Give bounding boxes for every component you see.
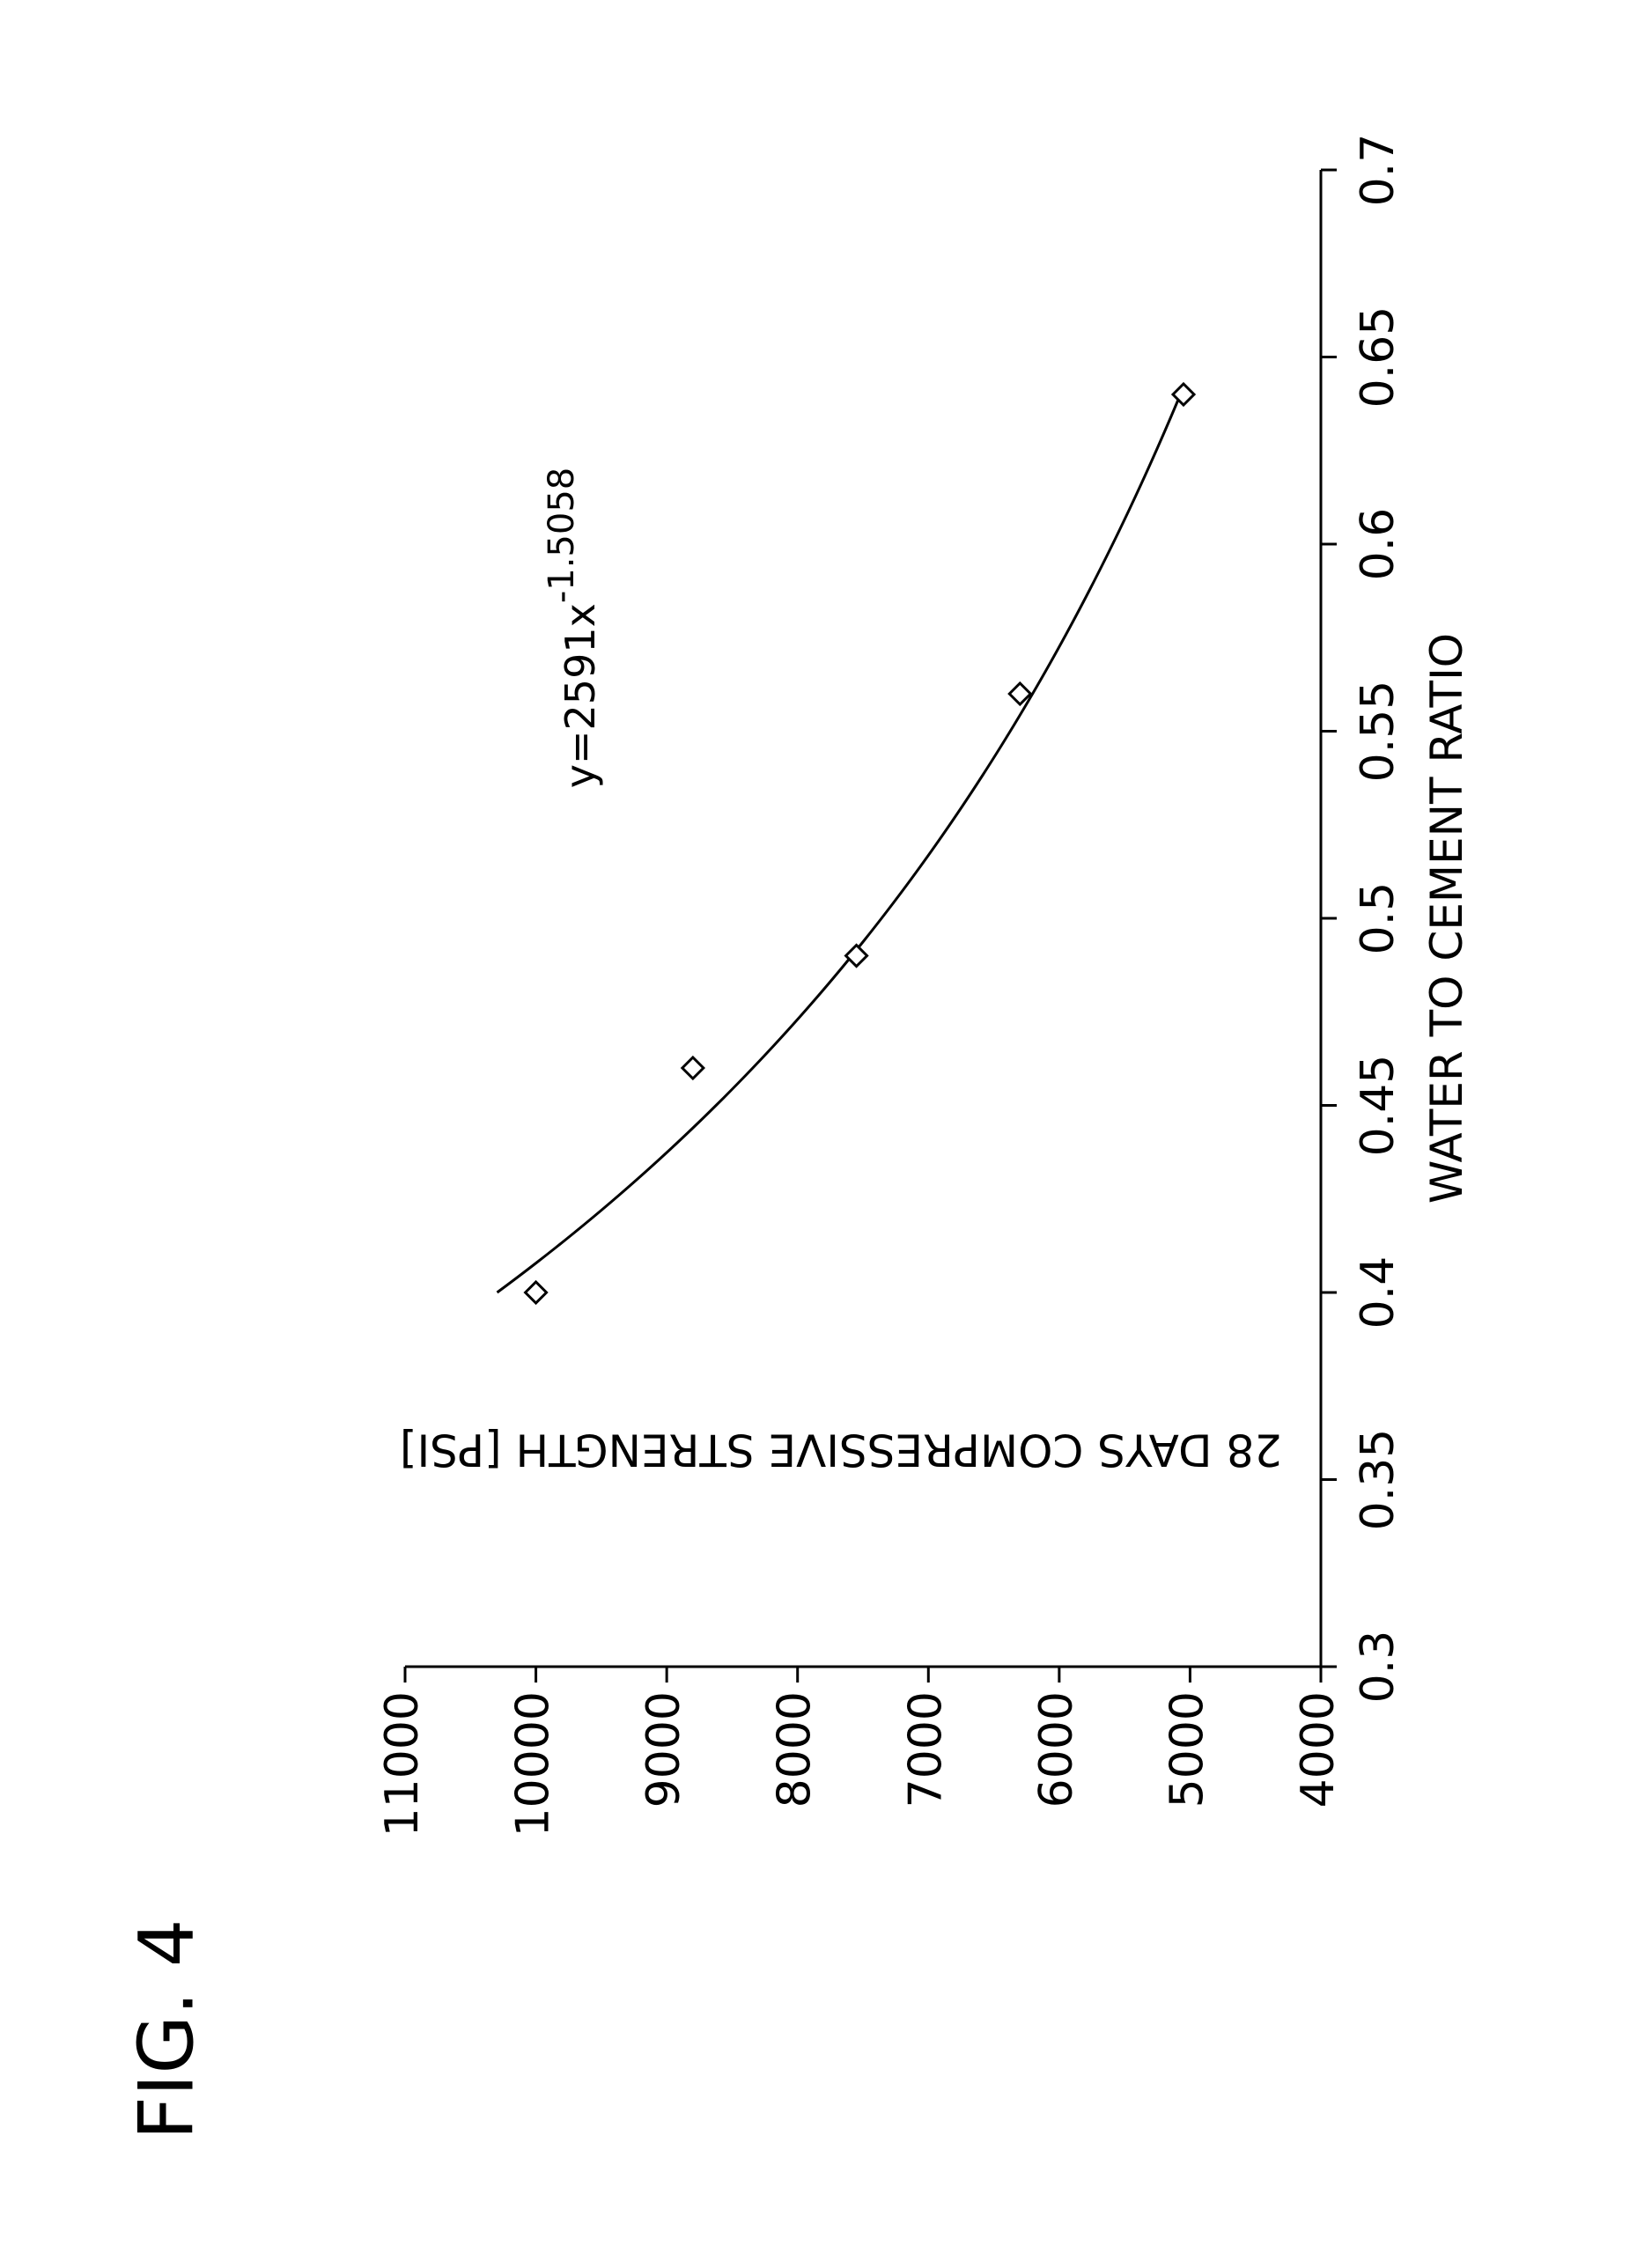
data-point: [846, 946, 867, 967]
y-tick-label: 6000: [1030, 1691, 1083, 1808]
x-tick-label: 0.55: [1352, 681, 1405, 783]
x-axis-label: WATER TO CEMENT RATIO: [1421, 633, 1472, 1204]
x-tick-label: 0.7: [1352, 134, 1405, 207]
y-tick-label: 11000: [376, 1691, 429, 1837]
x-tick-label: 0.65: [1352, 306, 1405, 409]
x-tick-label: 0.35: [1352, 1429, 1405, 1531]
y-tick-label: 7000: [899, 1691, 952, 1808]
x-tick-label: 0.45: [1352, 1055, 1405, 1157]
y-ticks: 4000 5000 6000 7000 8000 9000 10000 11000: [376, 1667, 1345, 1837]
data-point: [526, 1282, 547, 1303]
equation-exponent: -1.5058: [542, 468, 582, 603]
trendline: [498, 394, 1181, 1292]
x-ticks: 0.3 0.35 0.4 0.45 0.5 0.55 0.6 0.65 0.7: [1321, 134, 1405, 1704]
x-tick-label: 0.4: [1352, 1256, 1405, 1329]
data-point: [682, 1057, 704, 1079]
y-tick-label: 10000: [507, 1691, 560, 1837]
figure-label: FIG. 4: [122, 1919, 210, 2140]
x-tick-label: 0.6: [1352, 508, 1405, 581]
y-tick-label: 4000: [1292, 1691, 1345, 1808]
x-tick-label: 0.5: [1352, 882, 1405, 955]
equation-base: y=2591x: [557, 603, 604, 788]
y-tick-label: 8000: [769, 1691, 822, 1808]
x-tick-label: 0.3: [1352, 1631, 1405, 1704]
data-points: [526, 384, 1194, 1303]
trendline-equation: y=2591x-1.5058: [542, 468, 604, 788]
y-tick-label: 9000: [638, 1691, 690, 1808]
y-axis-label: 28 DAYS COMPRESSIVE STRENGTH [PSI]: [400, 1425, 1282, 1476]
y-tick-label: 5000: [1161, 1691, 1213, 1808]
plot-area: 0.3 0.35 0.4 0.45 0.5 0.55 0.6 0.65 0.7 4000 5000…: [376, 134, 1472, 1837]
